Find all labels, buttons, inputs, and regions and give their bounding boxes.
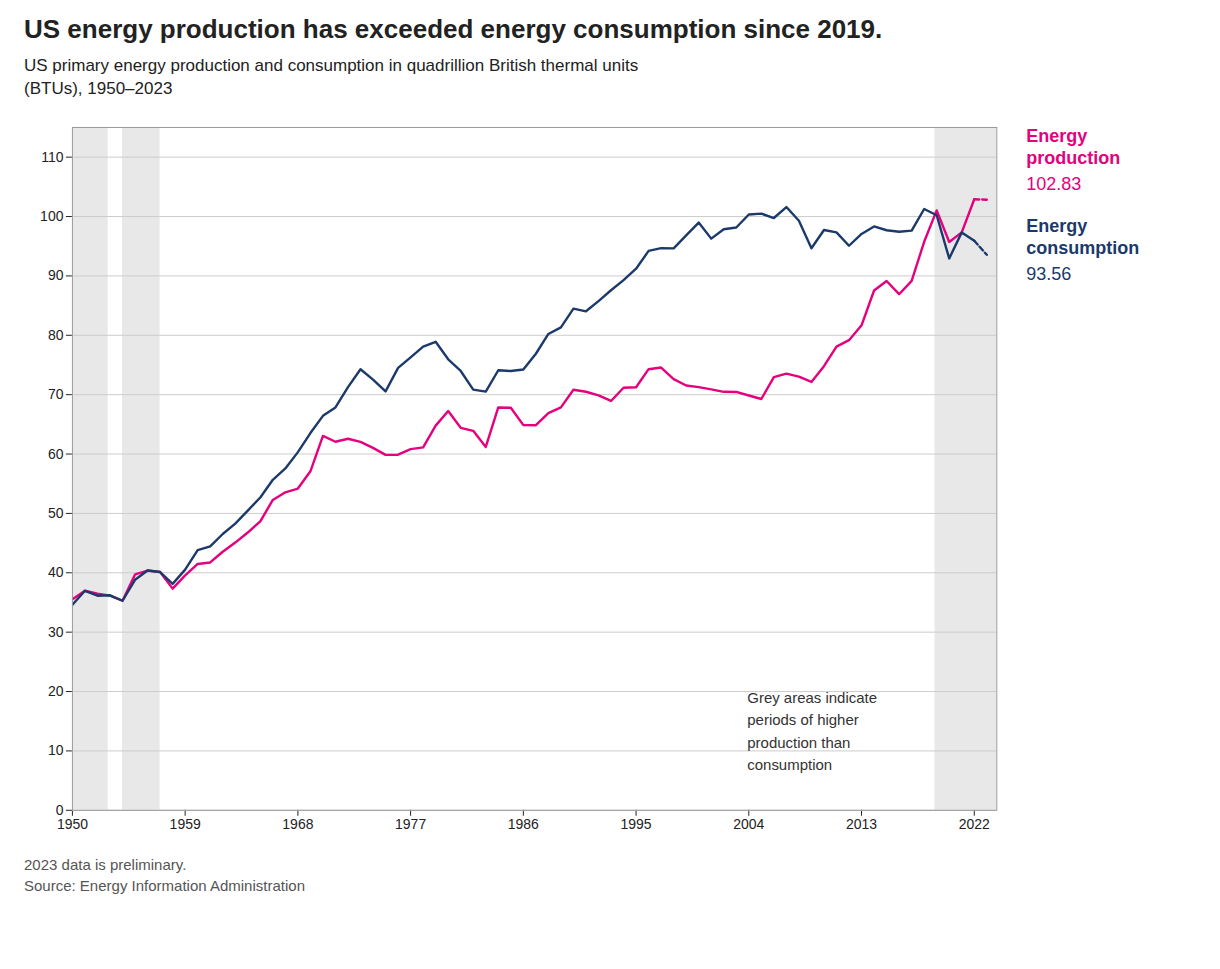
html-text:102.83: 102.83 [1026,173,1082,194]
svg-text:90: 90 [48,267,64,283]
svg-text:0: 0 [55,801,64,818]
svg-text:2022: 2022 [959,816,990,832]
svg-text:1950: 1950 [57,816,88,832]
svg-text:80: 80 [48,327,64,343]
svg-text:1986: 1986 [508,816,539,832]
html-text:Energy production: Energy production [1026,125,1121,169]
svg-text:30: 30 [48,624,64,640]
svg-text:60: 60 [48,445,64,461]
svg-text:20: 20 [48,683,64,699]
html-text:93.56: 93.56 [1026,263,1072,284]
svg-text:2013: 2013 [846,816,877,832]
html-text:Energy consumption: Energy consumption [1026,215,1140,259]
svg-text:110: 110 [41,149,64,165]
svg-text:1959: 1959 [170,816,201,832]
svg-text:Grey areas indicateperiods of: Grey areas indicateperiods of higherprod… [747,689,877,773]
svg-text:100: 100 [40,208,64,224]
svg-text:50: 50 [48,505,64,521]
svg-text:1995: 1995 [621,816,652,832]
svg-text:2004: 2004 [733,816,764,832]
svg-text:70: 70 [48,386,64,402]
svg-text:10: 10 [48,742,64,758]
svg-text:1977: 1977 [395,816,426,832]
html-text:2023 data is preliminary.: 2023 data is preliminary. [24,855,187,873]
html-text:US energy production has excee: US energy production has exceeded energy… [24,14,883,44]
svg-text:40: 40 [48,564,64,580]
html-text:Source: Energy Information Adm: Source: Energy Information Administratio… [24,876,305,894]
html-text:US primary energy production a: US primary energy production and consump… [24,56,639,98]
svg-text:1968: 1968 [282,816,313,832]
